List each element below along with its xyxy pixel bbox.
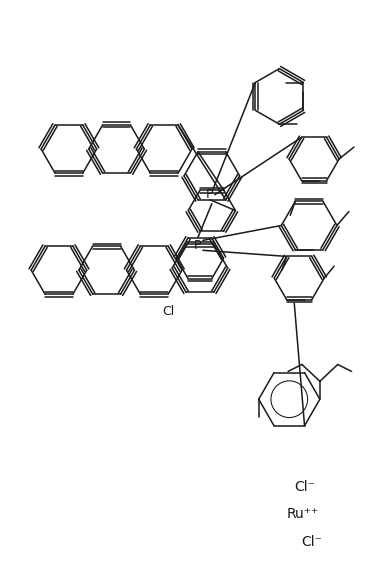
Text: P: P — [206, 188, 214, 201]
Text: Cl⁻: Cl⁻ — [301, 535, 322, 549]
Text: Ru⁺⁺: Ru⁺⁺ — [286, 508, 319, 521]
Text: P: P — [194, 239, 202, 252]
Text: Cl: Cl — [162, 306, 174, 318]
Text: Cl⁻: Cl⁻ — [294, 480, 315, 494]
